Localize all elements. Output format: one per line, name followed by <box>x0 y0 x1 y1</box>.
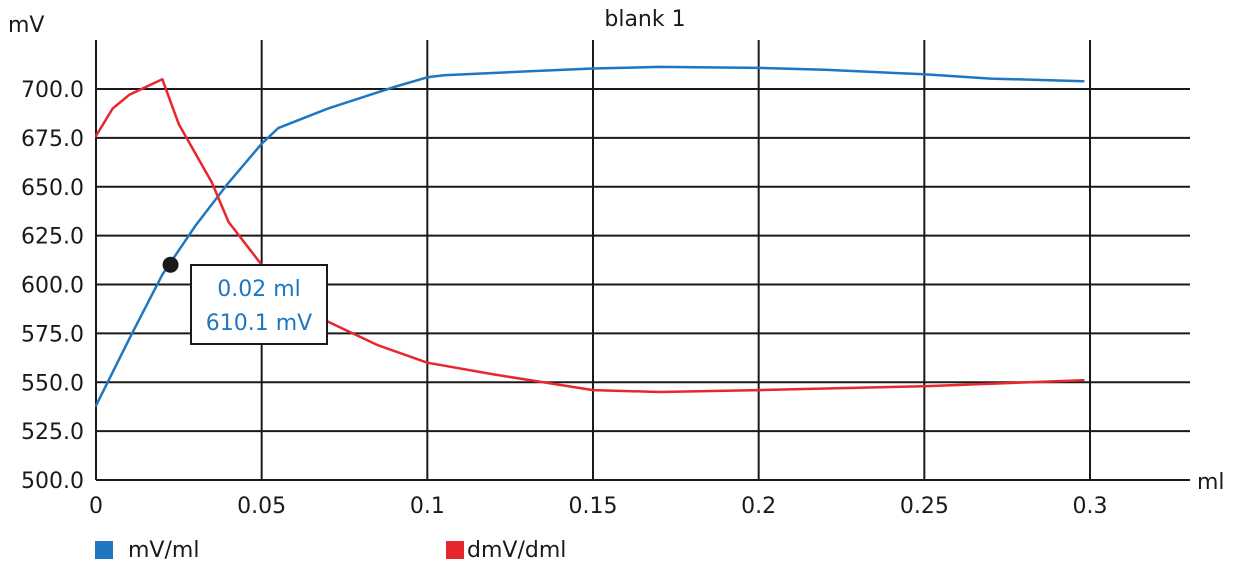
y-tick-label: 600.0 <box>21 274 84 299</box>
x-axis-label: ml <box>1197 470 1225 495</box>
y-tick-label: 675.0 <box>21 127 84 152</box>
tick-labels: 500.0 525.0 550.0 575.0 600.0 625.0 650.0 675.0… <box>21 78 1107 519</box>
readout-annotation: 0.02 ml 610.1 mV <box>162 256 328 345</box>
y-tick-label: 700.0 <box>21 78 84 103</box>
y-tick-label: 500.0 <box>21 469 84 494</box>
x-tick-label: 0.3 <box>1073 494 1108 519</box>
grid-lines <box>95 40 1190 481</box>
x-tick-label: 0.1 <box>410 494 445 519</box>
x-tick-label: 0.2 <box>741 494 776 519</box>
readout-box <box>190 264 328 345</box>
legend-swatch-mv-ml <box>95 541 113 559</box>
series-line-0 <box>94 65 1085 407</box>
legend-label-dmv-dml: dmV/dml <box>467 538 566 563</box>
y-axis-label: mV <box>8 13 44 38</box>
readout-point <box>162 256 179 273</box>
readout-potential: 610.1 mV <box>206 311 312 336</box>
y-tick-label: 625.0 <box>21 225 84 250</box>
legend: mV/ml dmV/dml <box>95 538 566 563</box>
y-tick-label: 650.0 <box>21 176 84 201</box>
y-tick-label: 550.0 <box>21 371 84 396</box>
y-tick-label: 575.0 <box>21 322 84 347</box>
chart-title: blank 1 <box>604 7 685 32</box>
y-tick-label: 525.0 <box>21 420 84 445</box>
x-tick-label: 0.25 <box>900 494 949 519</box>
x-tick-label: 0.05 <box>237 494 286 519</box>
legend-swatch-dmv-dml <box>446 541 464 559</box>
readout-volume: 0.02 ml <box>217 277 301 302</box>
x-tick-label: 0 <box>89 494 103 519</box>
x-tick-label: 0.15 <box>569 494 618 519</box>
legend-label-mv-ml: mV/ml <box>128 538 199 563</box>
